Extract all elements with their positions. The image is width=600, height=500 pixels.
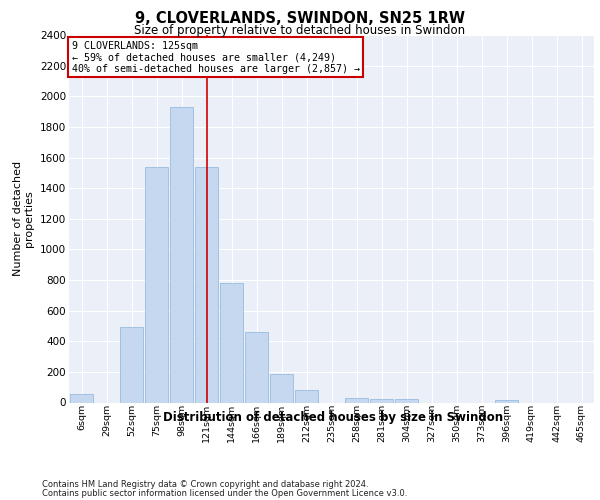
Bar xyxy=(145,166,168,402)
Text: Size of property relative to detached houses in Swindon: Size of property relative to detached ho… xyxy=(134,24,466,37)
Bar xyxy=(170,107,193,403)
Y-axis label: Number of detached
properties: Number of detached properties xyxy=(13,161,34,276)
Text: Distribution of detached houses by size in Swindon: Distribution of detached houses by size … xyxy=(163,411,503,424)
Bar xyxy=(295,390,318,402)
Text: 9, CLOVERLANDS, SWINDON, SN25 1RW: 9, CLOVERLANDS, SWINDON, SN25 1RW xyxy=(135,11,465,26)
Bar xyxy=(195,166,218,402)
Bar xyxy=(395,400,418,402)
Text: 9 CLOVERLANDS: 125sqm
← 59% of detached houses are smaller (4,249)
40% of semi-d: 9 CLOVERLANDS: 125sqm ← 59% of detached … xyxy=(71,40,359,74)
Bar xyxy=(495,400,518,402)
Text: Contains public sector information licensed under the Open Government Licence v3: Contains public sector information licen… xyxy=(42,489,407,498)
Bar xyxy=(370,400,393,402)
Text: Contains HM Land Registry data © Crown copyright and database right 2024.: Contains HM Land Registry data © Crown c… xyxy=(42,480,368,489)
Bar xyxy=(70,394,93,402)
Bar xyxy=(270,374,293,402)
Bar xyxy=(345,398,368,402)
Bar xyxy=(220,283,243,403)
Bar xyxy=(245,332,268,402)
Bar xyxy=(120,328,143,402)
